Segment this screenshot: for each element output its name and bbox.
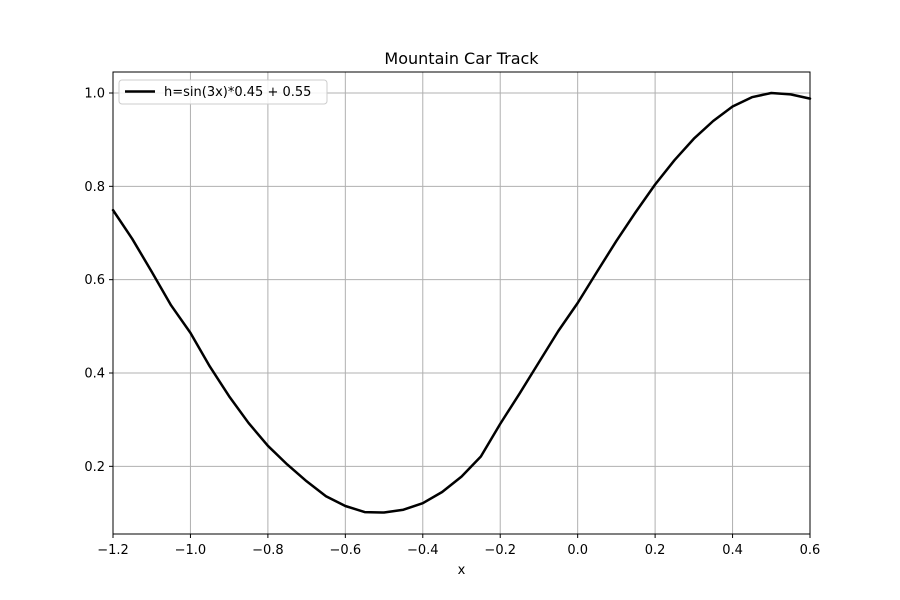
y-axis: 0.2 0.4 0.6 0.8 1.0 [84, 87, 113, 475]
grid [112, 72, 811, 534]
chart-title: Mountain Car Track [384, 49, 539, 68]
x-tick-label: 0.4 [722, 543, 743, 558]
x-tick-label: 0.6 [800, 543, 821, 558]
y-tick-label: 0.4 [84, 367, 105, 382]
y-tick-label: 0.2 [84, 460, 105, 475]
plot-frame [112, 71, 811, 535]
y-tick-label: 1.0 [84, 87, 105, 102]
x-tick-label: −0.6 [330, 543, 362, 558]
legend-label: h=sin(3x)*0.45 + 0.55 [164, 85, 311, 100]
series-layer [111, 91, 812, 514]
x-axis-label: x [458, 563, 466, 578]
x-tick-label: −0.4 [407, 543, 439, 558]
legend-box [118, 79, 328, 105]
x-tick-label: −0.8 [252, 543, 284, 558]
series-line-0 [111, 91, 812, 514]
x-tick-label: −1.2 [97, 543, 129, 558]
x-tick-label: −1.0 [175, 543, 207, 558]
y-tick-label: 0.8 [84, 180, 105, 195]
x-tick-label: −0.2 [484, 543, 516, 558]
legend: h=sin(3x)*0.45 + 0.55 [118, 79, 328, 105]
plot-area [113, 72, 810, 534]
x-tick-label: 0.2 [645, 543, 666, 558]
x-tick-label: 0.0 [567, 543, 588, 558]
x-axis: −1.2 −1.0 −0.8 −0.6 −0.4 −0.2 0.0 0.2 0.4 0.6 [97, 534, 820, 558]
y-tick-label: 0.6 [84, 273, 105, 288]
